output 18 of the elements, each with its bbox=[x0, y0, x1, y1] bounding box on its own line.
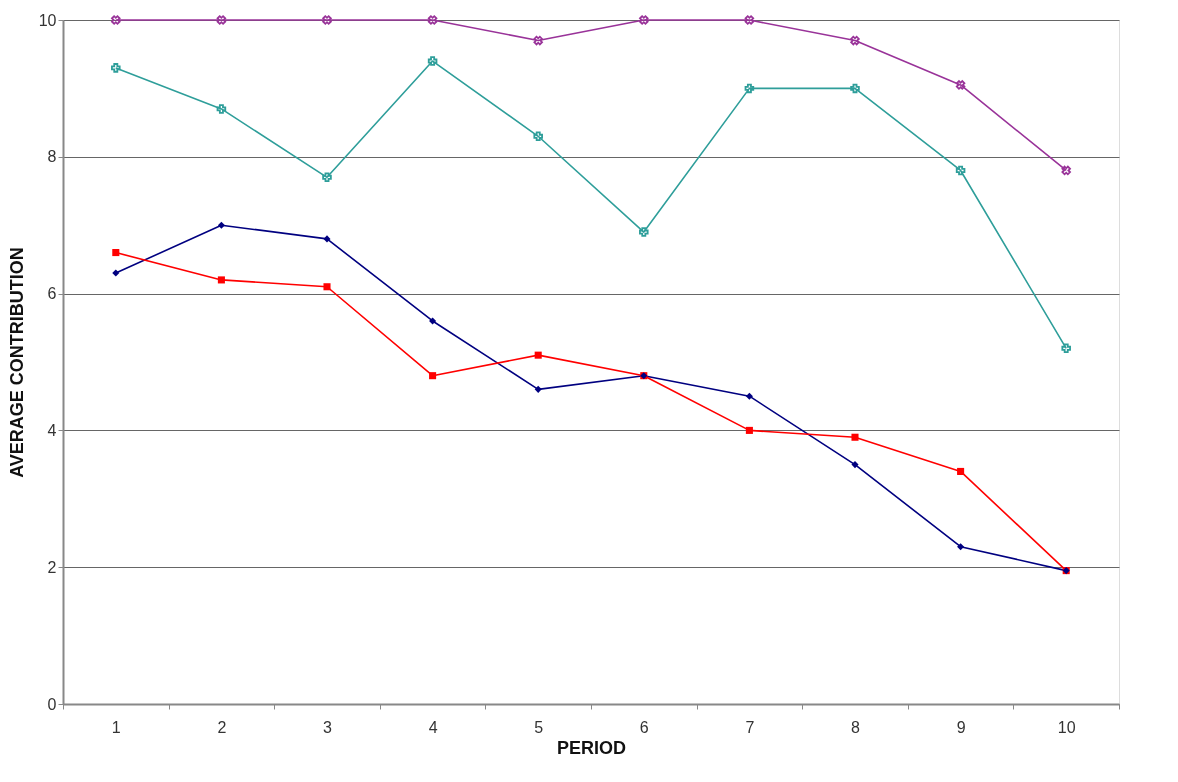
y-tick-label: 6 bbox=[47, 285, 57, 303]
y-tick-label: 8 bbox=[47, 148, 57, 166]
x-tick-label: 5 bbox=[534, 718, 544, 736]
y-tick-label: 4 bbox=[47, 421, 57, 439]
x-tick-label: 9 bbox=[956, 718, 966, 736]
x-tick-label: 4 bbox=[428, 718, 438, 736]
y-axis-title: AVERAGE CONTRIBUTION bbox=[6, 247, 27, 478]
x-tick-label: 3 bbox=[323, 718, 333, 736]
y-tick-label: 2 bbox=[47, 558, 57, 576]
x-tick-label: 1 bbox=[111, 718, 121, 736]
x-tick-label: 8 bbox=[851, 718, 861, 736]
x-tick-label: 2 bbox=[217, 718, 227, 736]
y-tick-label: 10 bbox=[38, 11, 57, 29]
x-axis-title: PERIOD bbox=[556, 737, 627, 758]
x-tick-label: 7 bbox=[745, 718, 755, 736]
y-tick-label: 0 bbox=[47, 695, 57, 713]
x-tick-label: 6 bbox=[639, 718, 649, 736]
x-tick-label: 10 bbox=[1057, 718, 1076, 736]
